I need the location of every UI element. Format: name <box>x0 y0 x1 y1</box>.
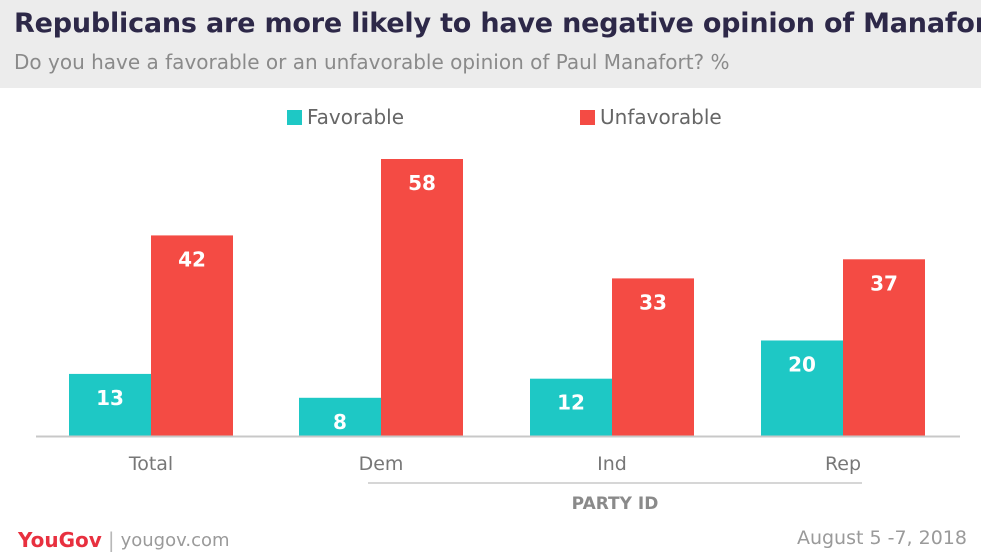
x-tick-label-ind: Ind <box>597 453 627 475</box>
legend-item-unfavorable: Unfavorable <box>580 104 722 130</box>
data-label-unfavorable-dem: 58 <box>408 171 436 195</box>
x-tick-label-dem: Dem <box>359 453 404 475</box>
footer-separator: | <box>107 528 115 552</box>
legend-swatch-unfavorable <box>580 109 595 125</box>
group-label-party-id: PARTY ID <box>572 494 659 514</box>
yougov-logo: YouGov <box>18 528 102 552</box>
bar-favorable-dem <box>299 397 381 436</box>
legend-swatch-favorable <box>287 109 302 125</box>
footer-date: August 5 -7, 2018 <box>796 527 967 549</box>
bar-favorable-ind <box>530 378 612 436</box>
data-label-unfavorable-ind: 33 <box>639 290 667 314</box>
data-label-unfavorable-total: 42 <box>178 247 206 271</box>
legend-label-unfavorable: Unfavorable <box>600 105 722 129</box>
bar-unfavorable-total <box>151 235 233 436</box>
bar-favorable-rep <box>761 340 843 436</box>
data-label-favorable-dem: 8 <box>333 410 347 434</box>
bar-unfavorable-ind <box>612 278 694 436</box>
chart-subtitle: Do you have a favorable or an unfavorabl… <box>14 50 730 74</box>
bar-favorable-total <box>69 373 151 436</box>
data-label-favorable-rep: 20 <box>788 352 816 376</box>
data-label-unfavorable-rep: 37 <box>870 271 898 295</box>
footer-site-link[interactable]: yougov.com <box>120 529 230 551</box>
data-label-favorable-total: 13 <box>96 386 124 410</box>
chart-title: Republicans are more likely to have nega… <box>14 8 981 39</box>
header-band <box>0 0 981 88</box>
bar-unfavorable-dem <box>381 159 463 436</box>
x-tick-label-rep: Rep <box>825 453 861 475</box>
bar-unfavorable-rep <box>843 259 925 436</box>
legend-label-favorable: Favorable <box>307 105 405 129</box>
legend-item-favorable: Favorable <box>287 104 404 130</box>
footer-brand: YouGov | yougov.com <box>18 528 230 552</box>
x-tick-label-total: Total <box>128 453 173 475</box>
data-label-favorable-ind: 12 <box>557 391 585 415</box>
